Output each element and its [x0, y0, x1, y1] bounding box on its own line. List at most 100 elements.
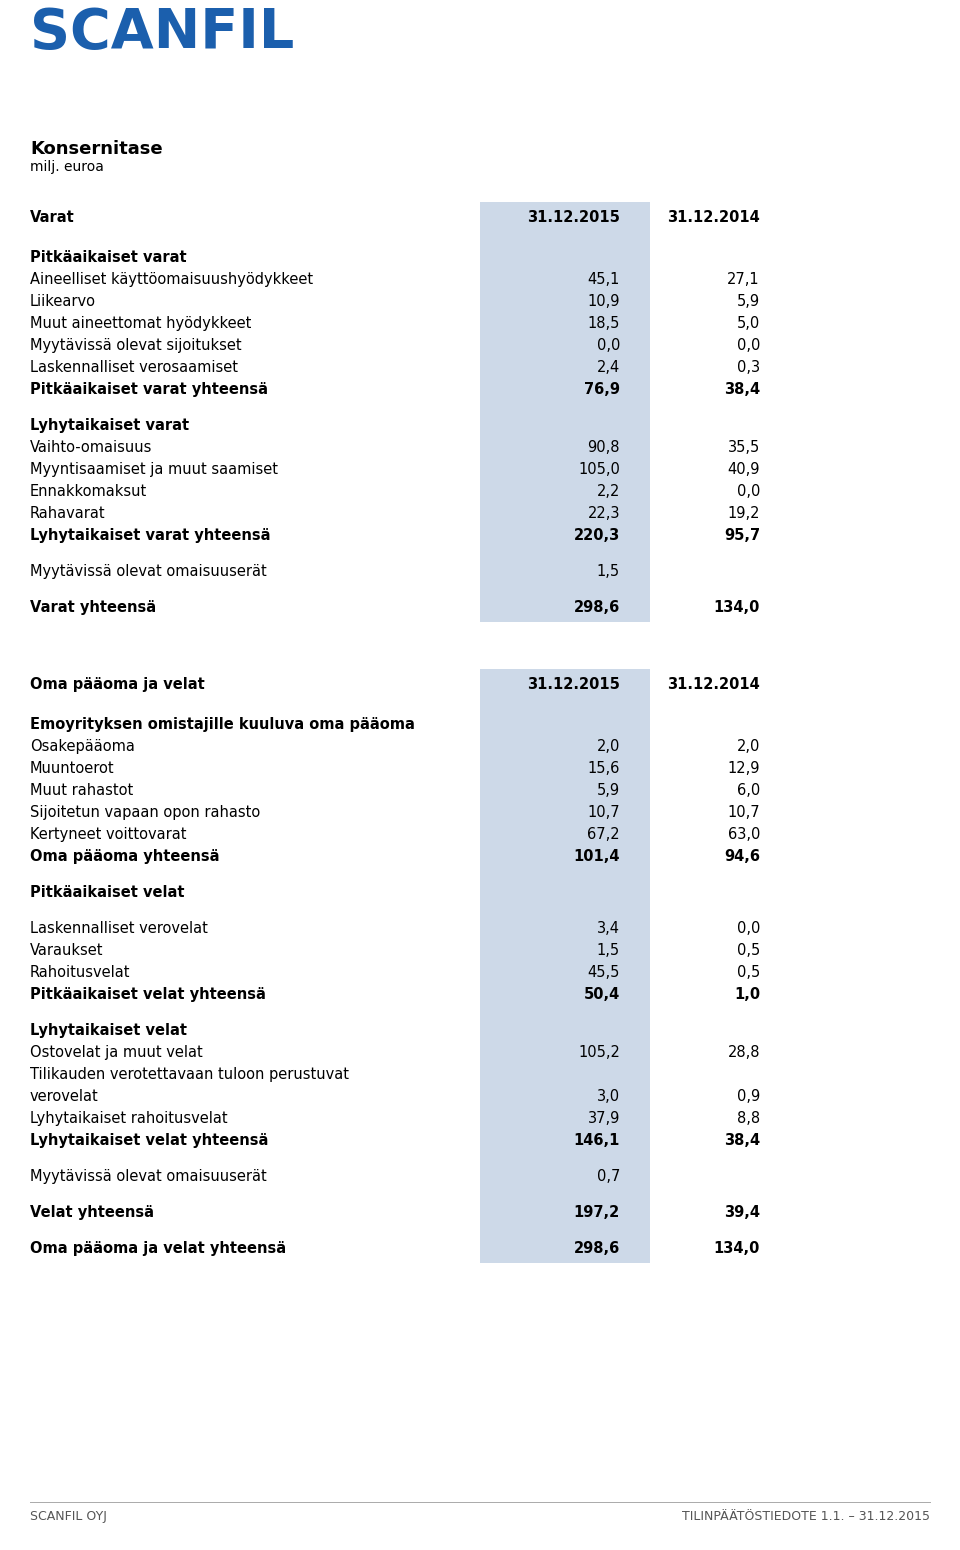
Text: Oma pääoma yhteensä: Oma pääoma yhteensä [30, 849, 220, 863]
Text: Myyntisaamiset ja muut saamiset: Myyntisaamiset ja muut saamiset [30, 462, 278, 477]
Text: Velat yhteensä: Velat yhteensä [30, 1204, 154, 1220]
Text: 37,9: 37,9 [588, 1111, 620, 1125]
Text: Lyhytaikaiset rahoitusvelat: Lyhytaikaiset rahoitusvelat [30, 1111, 228, 1125]
Text: 10,7: 10,7 [728, 804, 760, 820]
Text: Sijoitetun vapaan opon rahasto: Sijoitetun vapaan opon rahasto [30, 804, 260, 820]
Text: 2,0: 2,0 [736, 739, 760, 753]
Text: 0,0: 0,0 [736, 921, 760, 936]
Text: 63,0: 63,0 [728, 828, 760, 842]
Text: Lyhytaikaiset varat yhteensä: Lyhytaikaiset varat yhteensä [30, 529, 271, 542]
Text: Laskennalliset verovelat: Laskennalliset verovelat [30, 921, 208, 936]
Text: 0,3: 0,3 [737, 360, 760, 375]
Text: 220,3: 220,3 [574, 529, 620, 542]
Text: 105,2: 105,2 [578, 1045, 620, 1060]
Text: 22,3: 22,3 [588, 505, 620, 521]
Text: Muuntoerot: Muuntoerot [30, 761, 114, 777]
Text: 1,5: 1,5 [597, 564, 620, 580]
Text: Pitkäaikaiset velat yhteensä: Pitkäaikaiset velat yhteensä [30, 987, 266, 1001]
Text: Pitkäaikaiset varat: Pitkäaikaiset varat [30, 250, 186, 265]
Text: 1,0: 1,0 [733, 987, 760, 1001]
Text: verovelat: verovelat [30, 1090, 99, 1104]
Text: Pitkäaikaiset velat: Pitkäaikaiset velat [30, 885, 184, 901]
Text: 0,5: 0,5 [736, 942, 760, 958]
Text: 5,9: 5,9 [737, 294, 760, 308]
Text: Varaukset: Varaukset [30, 942, 104, 958]
Text: Myytävissä olevat omaisuuserät: Myytävissä olevat omaisuuserät [30, 564, 267, 580]
Text: Myytävissä olevat omaisuuserät: Myytävissä olevat omaisuuserät [30, 1169, 267, 1184]
Text: 298,6: 298,6 [574, 600, 620, 615]
Text: Rahoitusvelat: Rahoitusvelat [30, 966, 131, 980]
Text: 0,0: 0,0 [596, 338, 620, 353]
Text: 18,5: 18,5 [588, 316, 620, 332]
Text: 5,9: 5,9 [597, 783, 620, 798]
Text: 31.12.2015: 31.12.2015 [527, 677, 620, 691]
Text: 2,4: 2,4 [597, 360, 620, 375]
Text: 134,0: 134,0 [713, 1242, 760, 1256]
Text: 90,8: 90,8 [588, 440, 620, 456]
Text: Oma pääoma ja velat yhteensä: Oma pääoma ja velat yhteensä [30, 1242, 286, 1256]
Text: Kertyneet voittovarat: Kertyneet voittovarat [30, 828, 186, 842]
Text: 1,5: 1,5 [597, 942, 620, 958]
Text: Varat: Varat [30, 209, 75, 225]
Text: milj. euroa: milj. euroa [30, 160, 104, 174]
Text: Muut aineettomat hyödykkeet: Muut aineettomat hyödykkeet [30, 316, 252, 332]
Text: 10,7: 10,7 [588, 804, 620, 820]
Text: 31.12.2014: 31.12.2014 [667, 677, 760, 691]
Text: Pitkäaikaiset varat yhteensä: Pitkäaikaiset varat yhteensä [30, 381, 268, 397]
Text: 8,8: 8,8 [737, 1111, 760, 1125]
Bar [480, 670, 650, 1263]
Text: Konsernitase: Konsernitase [30, 140, 162, 158]
Text: 40,9: 40,9 [728, 462, 760, 477]
Text: Osakepääoma: Osakepääoma [30, 739, 134, 753]
Text: 38,4: 38,4 [724, 381, 760, 397]
Text: SCANFIL OYJ: SCANFIL OYJ [30, 1510, 107, 1524]
Text: Rahavarat: Rahavarat [30, 505, 106, 521]
Text: 3,4: 3,4 [597, 921, 620, 936]
Text: 105,0: 105,0 [578, 462, 620, 477]
Text: Vaihto-omaisuus: Vaihto-omaisuus [30, 440, 153, 456]
Text: 76,9: 76,9 [584, 381, 620, 397]
Text: 197,2: 197,2 [574, 1204, 620, 1220]
Text: 2,0: 2,0 [596, 739, 620, 753]
Text: Emoyrityksen omistajille kuuluva oma pääoma: Emoyrityksen omistajille kuuluva oma pää… [30, 718, 415, 732]
Text: 45,1: 45,1 [588, 271, 620, 287]
Text: 50,4: 50,4 [584, 987, 620, 1001]
Text: Muut rahastot: Muut rahastot [30, 783, 133, 798]
Text: Aineelliset käyttöomaisuushyödykkeet: Aineelliset käyttöomaisuushyödykkeet [30, 271, 313, 287]
Text: Tilikauden verotettavaan tuloon perustuvat: Tilikauden verotettavaan tuloon perustuv… [30, 1066, 349, 1082]
Text: 28,8: 28,8 [728, 1045, 760, 1060]
Text: Laskennalliset verosaamiset: Laskennalliset verosaamiset [30, 360, 238, 375]
Text: 0,0: 0,0 [736, 338, 760, 353]
Text: 3,0: 3,0 [597, 1090, 620, 1104]
Text: Oma pääoma ja velat: Oma pääoma ja velat [30, 677, 204, 691]
Text: 38,4: 38,4 [724, 1133, 760, 1149]
Text: 0,0: 0,0 [736, 484, 760, 499]
Text: 45,5: 45,5 [588, 966, 620, 980]
Text: Varat yhteensä: Varat yhteensä [30, 600, 156, 615]
Bar [480, 202, 650, 622]
Text: 12,9: 12,9 [728, 761, 760, 777]
Text: 0,7: 0,7 [596, 1169, 620, 1184]
Text: 0,5: 0,5 [736, 966, 760, 980]
Text: 2,2: 2,2 [596, 484, 620, 499]
Text: 27,1: 27,1 [728, 271, 760, 287]
Text: Ostovelat ja muut velat: Ostovelat ja muut velat [30, 1045, 203, 1060]
Text: 146,1: 146,1 [574, 1133, 620, 1149]
Text: Lyhytaikaiset velat: Lyhytaikaiset velat [30, 1023, 187, 1038]
Text: 5,0: 5,0 [736, 316, 760, 332]
Text: 15,6: 15,6 [588, 761, 620, 777]
Text: Ennakkomaksut: Ennakkomaksut [30, 484, 147, 499]
Text: 31.12.2014: 31.12.2014 [667, 209, 760, 225]
Text: SCANFIL: SCANFIL [30, 6, 295, 60]
Text: Lyhytaikaiset varat: Lyhytaikaiset varat [30, 418, 189, 432]
Text: Myytävissä olevat sijoitukset: Myytävissä olevat sijoitukset [30, 338, 242, 353]
Text: Liikearvo: Liikearvo [30, 294, 96, 308]
Text: 298,6: 298,6 [574, 1242, 620, 1256]
Text: 31.12.2015: 31.12.2015 [527, 209, 620, 225]
Text: 94,6: 94,6 [724, 849, 760, 863]
Text: 35,5: 35,5 [728, 440, 760, 456]
Text: 67,2: 67,2 [588, 828, 620, 842]
Text: 0,9: 0,9 [736, 1090, 760, 1104]
Text: 134,0: 134,0 [713, 600, 760, 615]
Text: TILINPÄÄTÖSTIEDOTE 1.1. – 31.12.2015: TILINPÄÄTÖSTIEDOTE 1.1. – 31.12.2015 [682, 1510, 930, 1524]
